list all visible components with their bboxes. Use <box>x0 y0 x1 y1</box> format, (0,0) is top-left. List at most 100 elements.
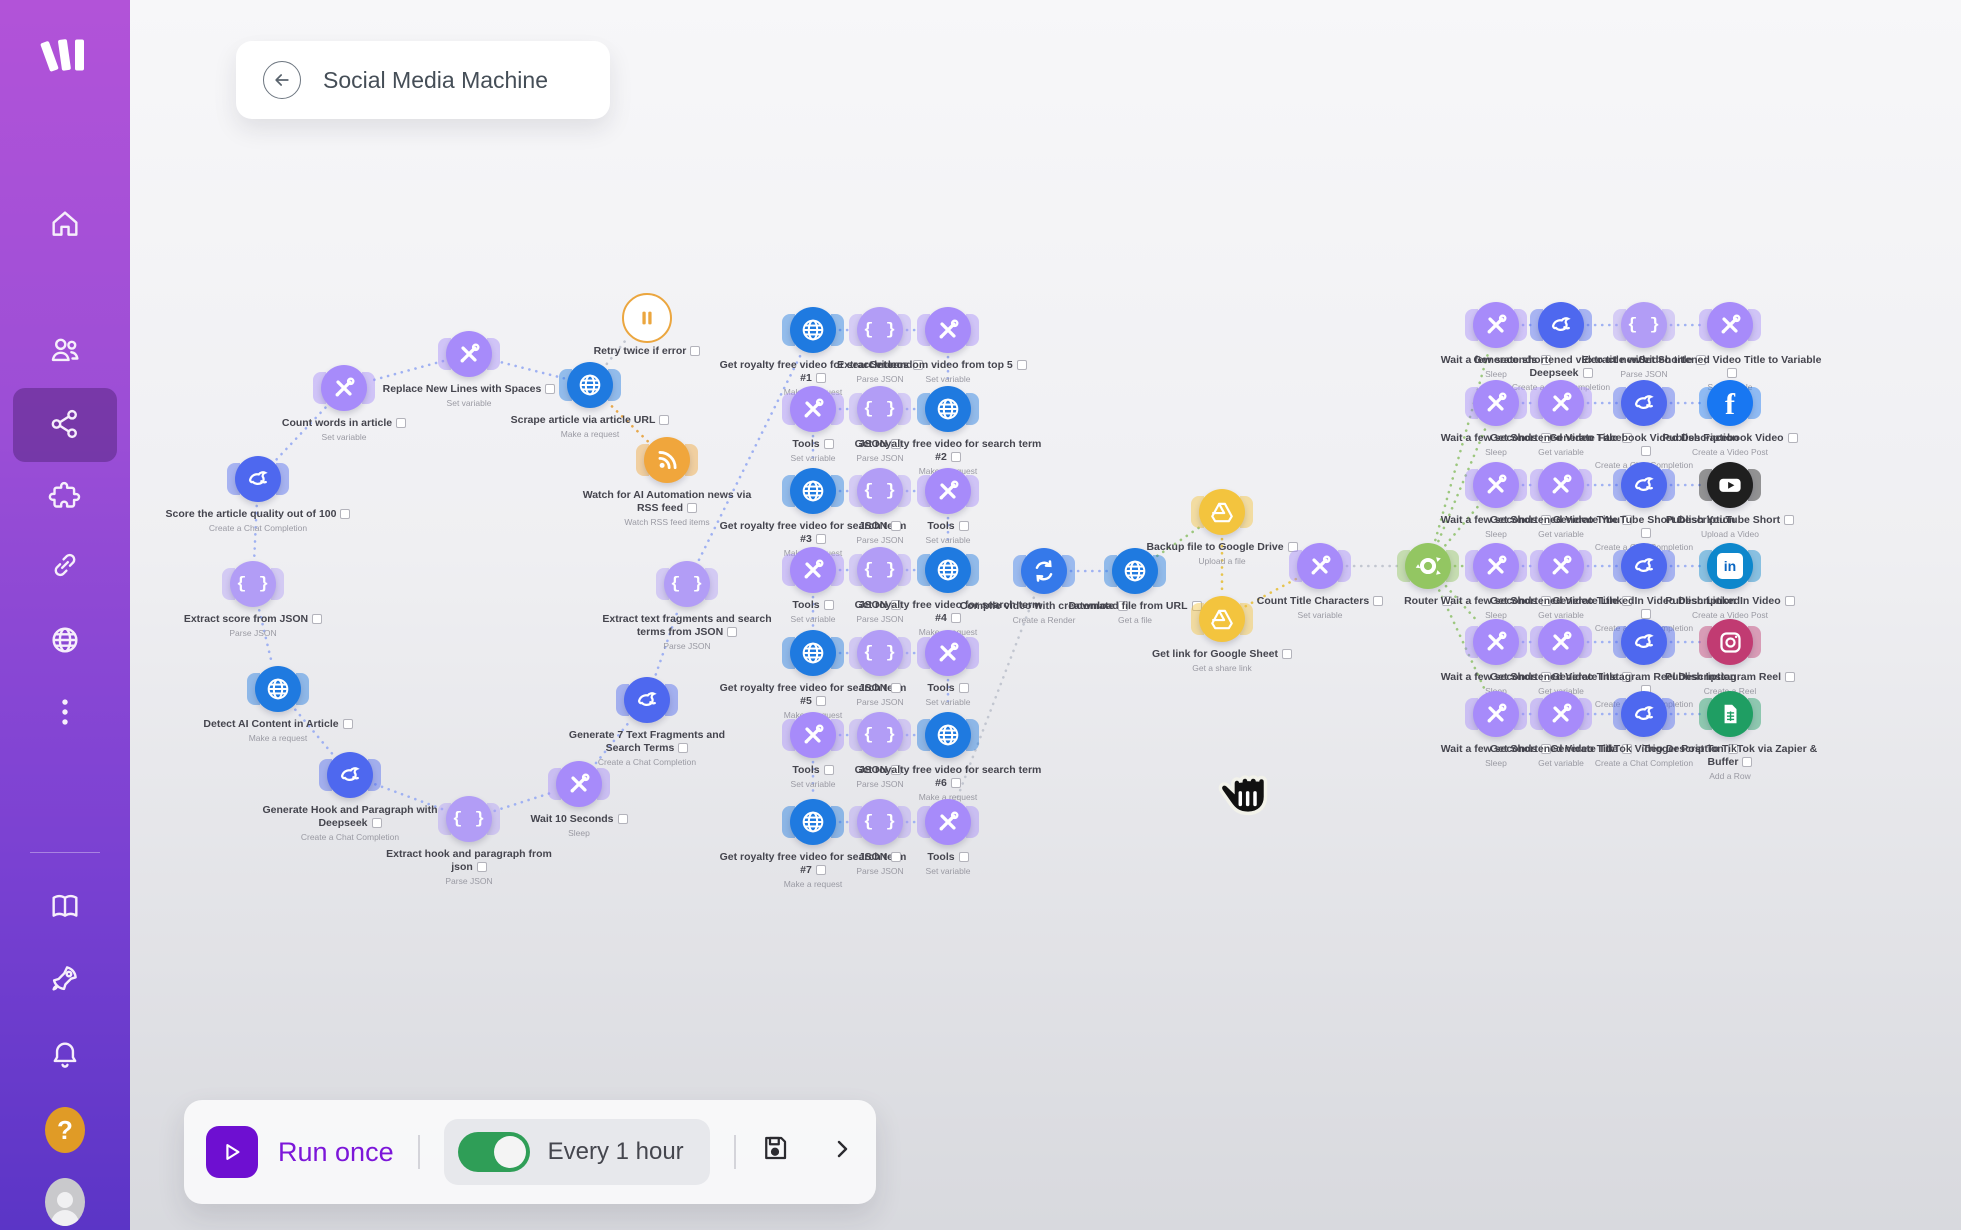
sidebar-item-help[interactable]: ? <box>45 1107 85 1153</box>
globe-icon <box>52 627 78 653</box>
node-r2c3[interactable]: Generate Facebook Video Description Creat… <box>1549 380 1739 470</box>
tools-icon <box>570 773 590 793</box>
schedule-toggle[interactable] <box>457 1132 530 1172</box>
node-dl[interactable]: Download file from URL Get a file <box>1069 548 1202 625</box>
node-r6c4[interactable]: Trigger Post To TikTok via Zapier & Buff… <box>1643 691 1817 781</box>
make-logo[interactable] <box>39 34 91 83</box>
node-router[interactable]: Router <box>1397 543 1459 607</box>
node-r2c4[interactable]: f Publish Facebook Video Create a Video Po… <box>1662 380 1798 457</box>
node-m2c3[interactable]: Get royalty free video for search term #… <box>855 386 1041 476</box>
node-m3c2[interactable]: { } JSON Parse JSON <box>849 468 911 545</box>
tools-icon <box>804 559 824 579</box>
sidebar-item-notifications[interactable] <box>45 1035 85 1075</box>
question-icon: ? <box>45 1107 85 1153</box>
node-r6c3[interactable]: Generate TikTok Video Description Create … <box>1550 691 1738 768</box>
node-r3c3[interactable]: Generate YouTube Short Description Create… <box>1553 462 1735 552</box>
sidebar-item-home[interactable] <box>45 204 85 244</box>
node-xhook[interactable]: { } Extract hook and paragraph from json P… <box>386 796 552 886</box>
node-m5c2[interactable]: { } JSON Parse JSON <box>849 630 911 707</box>
node-creato[interactable]: Compile video with creatomate Create a Re… <box>960 548 1129 625</box>
node-r1c2[interactable]: Generate shortened video title with Deep… <box>1473 302 1649 392</box>
node-m4c3[interactable]: Get royalty free video for search term #… <box>855 547 1041 637</box>
node-scrape[interactable]: Scrape article via article URL Make a req… <box>511 362 670 439</box>
node-r5c3[interactable]: Generate Instagram Reel Description Creat… <box>1552 619 1736 709</box>
node-hook[interactable]: Generate Hook and Paragraph with Deepsee… <box>262 752 438 842</box>
node-m1c2[interactable]: { } Extract videos Parse JSON <box>837 307 923 384</box>
node-xfrag[interactable]: { } Extract text fragments and search ter… <box>602 561 772 651</box>
tools-icon <box>1721 314 1741 334</box>
node-m6c1[interactable]: Tools Set variable <box>782 712 844 789</box>
node-pause[interactable]: Retry twice if error <box>594 293 701 357</box>
pause-icon <box>642 311 652 325</box>
node-m5c3[interactable]: Tools Set variable <box>917 630 979 707</box>
node-r1c4[interactable]: Set Shortened Video Title to VariableSet… <box>1639 302 1821 392</box>
node-m4c1[interactable]: Tools Set variable <box>782 547 844 624</box>
node-r4c4[interactable]: in Publish LinkedIn Video Create a Video P… <box>1665 543 1795 620</box>
node-m7c3[interactable]: Tools Set variable <box>917 799 979 876</box>
node-r4c2[interactable]: Get Shortened Video Title Get variable <box>1490 543 1632 620</box>
sidebar-item-scenarios[interactable] <box>45 404 85 444</box>
node-rss[interactable]: Watch for AI Automation news via RSS fee… <box>583 437 751 527</box>
share-icon <box>51 409 77 439</box>
node-genfrag[interactable]: Generate 7 Text Fragments and Search Ter… <box>569 677 725 767</box>
node-m1c3[interactable]: Get random video from top 5 Set variable <box>869 307 1027 384</box>
node-m4c2[interactable]: { } JSON Parse JSON <box>849 547 911 624</box>
node-m7c2[interactable]: { } JSON Parse JSON <box>849 799 911 876</box>
node-m6c2[interactable]: { } JSON Parse JSON <box>849 712 911 789</box>
node-wait10[interactable]: Wait 10 Seconds Sleep <box>530 761 628 838</box>
node-count[interactable]: Count words in article Set variable <box>282 365 407 442</box>
node-r3c4[interactable]: Publish YouTube Short Upload a Video <box>1666 462 1795 539</box>
node-backup[interactable]: Backup file to Google Drive Upload a file <box>1146 489 1298 566</box>
node-replace[interactable]: Replace New Lines with Spaces Set variabl… <box>383 331 556 408</box>
node-r1c3[interactable]: { } Extract new video title Parse JSON <box>1582 302 1707 379</box>
sidebar-item-connections[interactable] <box>45 545 85 585</box>
toolbar-divider <box>417 1135 420 1169</box>
linkedin-icon: in <box>1717 553 1743 579</box>
run-once-label[interactable]: Run once <box>278 1136 394 1167</box>
node-r4c3[interactable]: Generate LinkedIn Video Description Creat… <box>1552 543 1736 633</box>
node-m6c3[interactable]: Get royalty free video for search term #… <box>855 712 1041 802</box>
bottom-toolbar: Run once Every 1 hour <box>184 1100 876 1204</box>
sidebar-item-webhooks[interactable] <box>45 620 85 660</box>
node-r6c2[interactable]: Get Shortened Video Title Get variable <box>1490 691 1632 768</box>
node-m2c1[interactable]: Tools Set variable <box>782 386 844 463</box>
run-once-button[interactable] <box>206 1126 258 1178</box>
node-ctitle[interactable]: Count Title Characters Set variable <box>1257 543 1384 620</box>
node-m2c2[interactable]: { } JSON Parse JSON <box>849 386 911 463</box>
http-globe-icon <box>802 811 824 833</box>
node-r4c1[interactable]: Wait a few seconds Sleep <box>1441 543 1552 620</box>
sidebar-item-more[interactable] <box>45 692 85 732</box>
arrow-left-icon <box>275 74 289 86</box>
node-getlink[interactable]: Get link for Google Sheet Get a share lin… <box>1152 596 1292 673</box>
sidebar-item-team[interactable] <box>45 330 85 370</box>
save-button[interactable] <box>760 1133 790 1171</box>
back-button[interactable] <box>263 61 301 99</box>
router-icon <box>1415 557 1441 575</box>
node-m3c3[interactable]: Tools Set variable <box>917 468 979 545</box>
bell-icon <box>53 1042 77 1068</box>
tools-icon <box>1311 555 1331 575</box>
node-m7c1[interactable]: Get royalty free video for search term #… <box>720 799 906 889</box>
sidebar-item-getting-started[interactable] <box>45 958 85 998</box>
node-r2c2[interactable]: Get Shortened Video Title Get variable <box>1490 380 1632 457</box>
node-m5c1[interactable]: Get royalty free video for search term #… <box>720 630 906 720</box>
node-detect[interactable]: Detect AI Content in Article Make a reque… <box>203 666 353 743</box>
node-m3c1[interactable]: Get royalty free video for search term #… <box>720 468 906 558</box>
node-r6c1[interactable]: Wait a few seconds Sleep <box>1441 691 1552 768</box>
node-r3c2[interactable]: Get Shortened Video Title Get variable <box>1490 462 1632 539</box>
toolbar-expand-button[interactable] <box>830 1136 854 1168</box>
node-xscore[interactable]: { } Extract score from JSON Parse JSON <box>184 561 323 638</box>
node-r1c1[interactable]: Wait a few seconds Sleep <box>1441 302 1552 379</box>
node-m1c1[interactable]: Get royalty free video for search term #… <box>720 307 906 397</box>
toolbar-divider <box>733 1135 736 1169</box>
node-score[interactable]: Score the article quality out of 100 Crea… <box>166 456 351 533</box>
sidebar-item-templates[interactable] <box>45 476 85 516</box>
sidebar-item-resources[interactable] <box>45 886 85 926</box>
node-r3c1[interactable]: Wait a few seconds Sleep <box>1441 462 1552 539</box>
node-r2c1[interactable]: Wait a few seconds Sleep <box>1441 380 1552 457</box>
sidebar-item-profile[interactable] <box>45 1178 85 1226</box>
